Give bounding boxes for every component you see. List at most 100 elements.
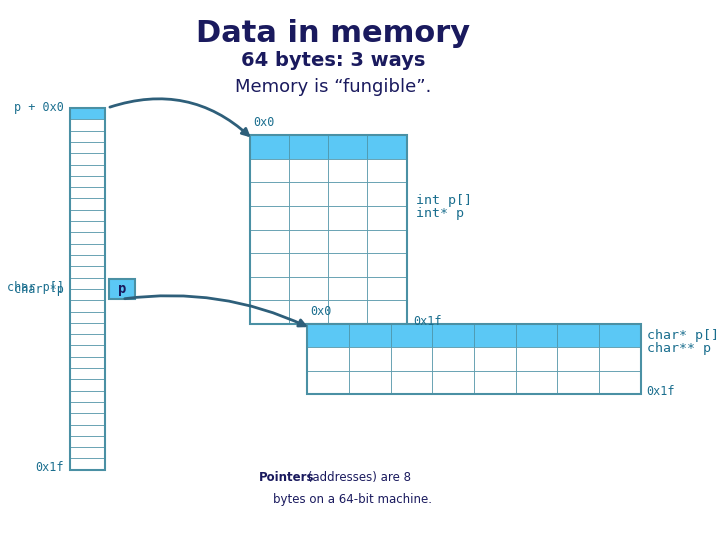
FancyBboxPatch shape <box>391 371 432 394</box>
FancyBboxPatch shape <box>328 183 367 206</box>
FancyBboxPatch shape <box>70 232 105 244</box>
FancyBboxPatch shape <box>70 312 105 323</box>
FancyBboxPatch shape <box>70 131 105 142</box>
FancyBboxPatch shape <box>289 276 328 300</box>
FancyBboxPatch shape <box>70 187 105 198</box>
FancyBboxPatch shape <box>70 334 105 346</box>
Text: (addresses) are 8: (addresses) are 8 <box>304 471 411 484</box>
FancyBboxPatch shape <box>70 210 105 221</box>
Text: int* p: int* p <box>416 207 464 220</box>
FancyBboxPatch shape <box>328 230 367 253</box>
FancyBboxPatch shape <box>289 206 328 230</box>
FancyBboxPatch shape <box>70 458 105 470</box>
FancyBboxPatch shape <box>349 347 391 371</box>
FancyBboxPatch shape <box>250 230 289 253</box>
FancyBboxPatch shape <box>599 347 641 371</box>
Text: char* p[]: char* p[] <box>647 328 719 341</box>
FancyBboxPatch shape <box>328 135 367 159</box>
FancyBboxPatch shape <box>367 230 407 253</box>
FancyBboxPatch shape <box>70 413 105 424</box>
FancyBboxPatch shape <box>328 276 367 300</box>
Text: bytes on a 64-bit machine.: bytes on a 64-bit machine. <box>273 493 432 506</box>
FancyBboxPatch shape <box>70 447 105 458</box>
FancyBboxPatch shape <box>432 324 474 347</box>
FancyBboxPatch shape <box>328 300 367 324</box>
Text: Memory is “fungible”.: Memory is “fungible”. <box>235 78 431 96</box>
Text: 0x0: 0x0 <box>310 305 332 318</box>
FancyBboxPatch shape <box>307 324 349 347</box>
FancyBboxPatch shape <box>432 347 474 371</box>
FancyBboxPatch shape <box>250 300 289 324</box>
FancyBboxPatch shape <box>516 371 557 394</box>
FancyBboxPatch shape <box>599 324 641 347</box>
FancyBboxPatch shape <box>70 402 105 413</box>
FancyBboxPatch shape <box>250 206 289 230</box>
Text: 0x1f: 0x1f <box>646 385 675 398</box>
FancyBboxPatch shape <box>70 119 105 131</box>
FancyBboxPatch shape <box>516 324 557 347</box>
FancyBboxPatch shape <box>70 300 105 312</box>
FancyBboxPatch shape <box>70 424 105 436</box>
FancyBboxPatch shape <box>391 347 432 371</box>
FancyBboxPatch shape <box>70 357 105 368</box>
FancyBboxPatch shape <box>367 253 407 276</box>
FancyBboxPatch shape <box>557 371 599 394</box>
Text: Pointers: Pointers <box>259 471 315 484</box>
FancyBboxPatch shape <box>289 159 328 183</box>
FancyBboxPatch shape <box>70 323 105 334</box>
Text: char** p: char** p <box>647 341 711 355</box>
FancyBboxPatch shape <box>250 135 289 159</box>
Text: p + 0x0: p + 0x0 <box>14 102 63 114</box>
FancyBboxPatch shape <box>328 159 367 183</box>
FancyBboxPatch shape <box>250 183 289 206</box>
FancyBboxPatch shape <box>307 347 349 371</box>
FancyBboxPatch shape <box>70 278 105 289</box>
Text: 0x0: 0x0 <box>253 116 274 129</box>
FancyBboxPatch shape <box>349 371 391 394</box>
FancyBboxPatch shape <box>367 300 407 324</box>
Text: 64 bytes: 3 ways: 64 bytes: 3 ways <box>240 51 425 70</box>
FancyBboxPatch shape <box>70 379 105 390</box>
FancyBboxPatch shape <box>289 230 328 253</box>
FancyBboxPatch shape <box>70 244 105 255</box>
FancyBboxPatch shape <box>70 142 105 153</box>
FancyBboxPatch shape <box>474 324 516 347</box>
FancyBboxPatch shape <box>432 371 474 394</box>
FancyBboxPatch shape <box>349 324 391 347</box>
FancyBboxPatch shape <box>307 371 349 394</box>
FancyBboxPatch shape <box>70 165 105 176</box>
FancyBboxPatch shape <box>70 368 105 379</box>
FancyBboxPatch shape <box>367 183 407 206</box>
FancyBboxPatch shape <box>367 159 407 183</box>
Text: int p[]: int p[] <box>416 194 472 207</box>
FancyBboxPatch shape <box>70 221 105 232</box>
FancyBboxPatch shape <box>367 135 407 159</box>
FancyBboxPatch shape <box>70 108 105 119</box>
FancyBboxPatch shape <box>516 347 557 371</box>
Text: 0x1f: 0x1f <box>413 315 441 328</box>
FancyBboxPatch shape <box>557 347 599 371</box>
FancyBboxPatch shape <box>109 279 135 299</box>
FancyBboxPatch shape <box>70 176 105 187</box>
FancyBboxPatch shape <box>367 206 407 230</box>
FancyBboxPatch shape <box>70 198 105 210</box>
FancyBboxPatch shape <box>289 183 328 206</box>
FancyBboxPatch shape <box>70 346 105 357</box>
FancyBboxPatch shape <box>367 276 407 300</box>
FancyBboxPatch shape <box>250 253 289 276</box>
FancyBboxPatch shape <box>328 206 367 230</box>
Text: char p[]: char p[] <box>6 281 63 294</box>
FancyBboxPatch shape <box>599 371 641 394</box>
Text: char *p: char *p <box>14 284 63 296</box>
FancyBboxPatch shape <box>289 135 328 159</box>
FancyBboxPatch shape <box>474 347 516 371</box>
FancyBboxPatch shape <box>70 436 105 447</box>
FancyBboxPatch shape <box>70 255 105 266</box>
FancyBboxPatch shape <box>557 324 599 347</box>
FancyBboxPatch shape <box>250 159 289 183</box>
FancyBboxPatch shape <box>70 289 105 300</box>
FancyBboxPatch shape <box>70 266 105 278</box>
FancyBboxPatch shape <box>474 371 516 394</box>
Text: p: p <box>118 282 126 296</box>
FancyBboxPatch shape <box>250 276 289 300</box>
